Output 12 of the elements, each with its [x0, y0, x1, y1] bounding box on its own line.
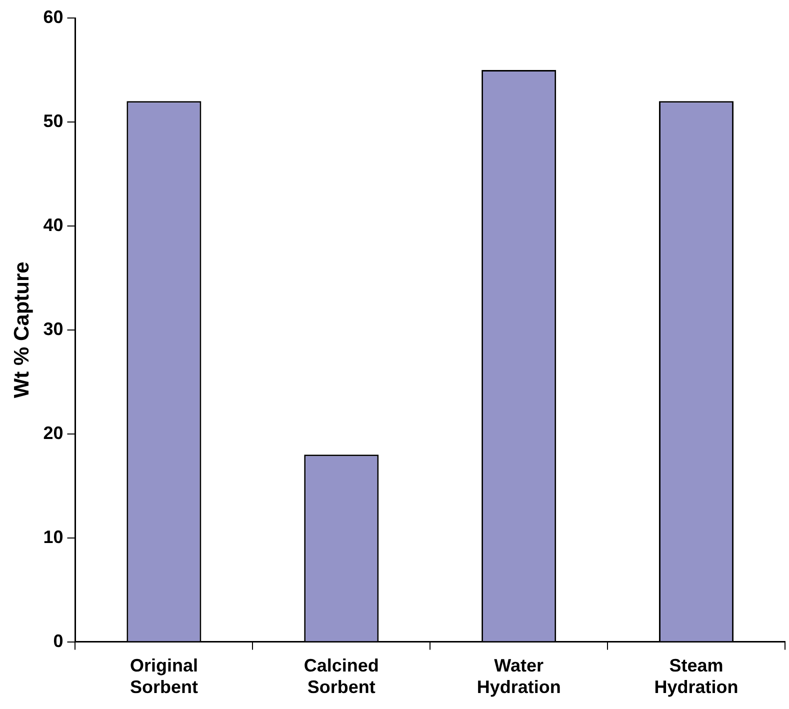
x-tick-label: Steam Hydration: [654, 656, 738, 698]
y-tick-label: 40: [43, 214, 64, 235]
y-tick-label: 20: [43, 422, 64, 443]
x-tick-label: Original Sorbent: [130, 656, 198, 698]
y-tick-label: 0: [53, 630, 64, 651]
y-axis-title: Wt % Capture: [10, 262, 34, 398]
y-tick-label: 60: [43, 6, 64, 27]
y-tick-label: 50: [43, 110, 64, 131]
x-tick-label: Calcined Sorbent: [304, 656, 379, 698]
y-tick-label: 10: [43, 526, 64, 547]
x-tick-label: Water Hydration: [476, 656, 561, 698]
y-tick-label: 30: [43, 318, 64, 339]
